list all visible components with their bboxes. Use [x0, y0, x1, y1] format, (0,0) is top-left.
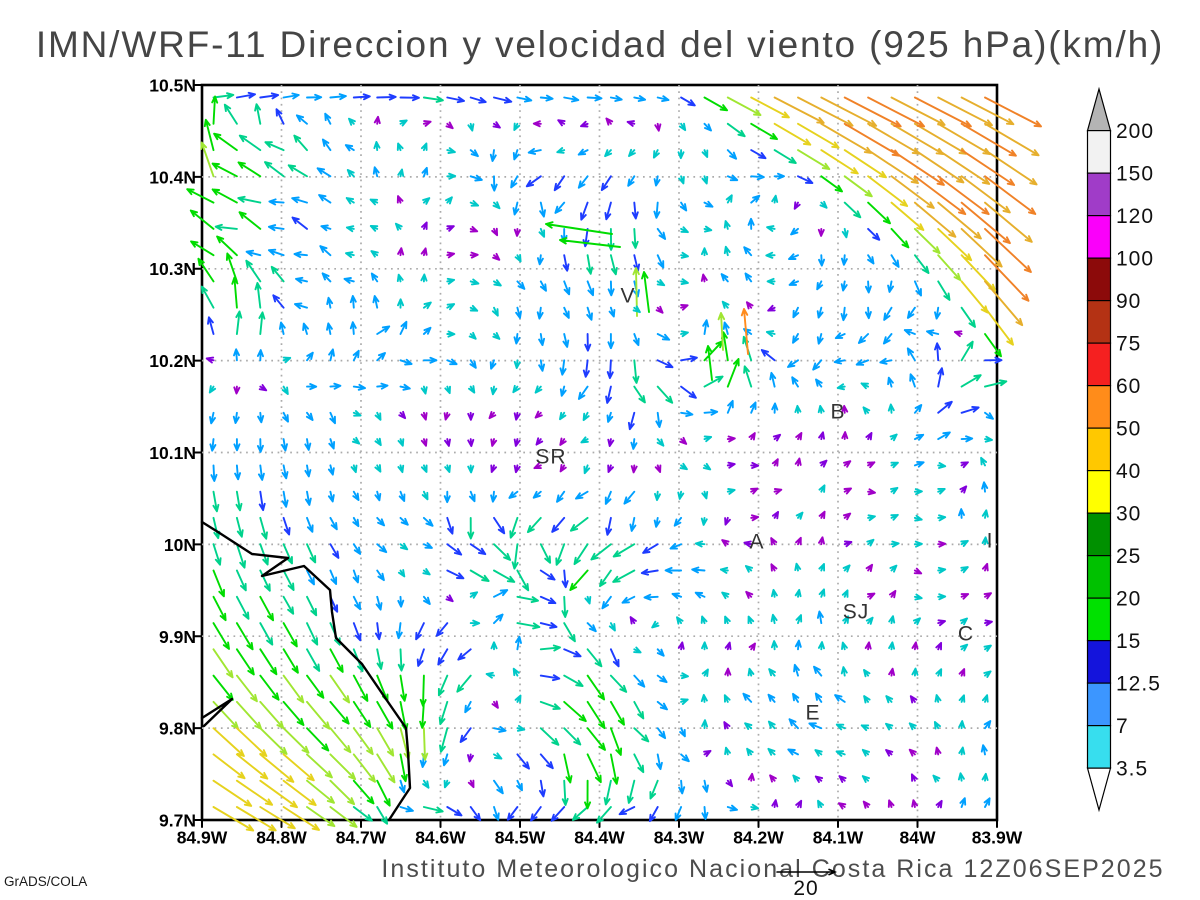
svg-text:9.8N: 9.8N	[159, 719, 196, 739]
svg-text:84.1W: 84.1W	[813, 828, 864, 848]
svg-text:3.5: 3.5	[1116, 758, 1148, 781]
svg-text:20: 20	[1116, 588, 1141, 611]
svg-text:15: 15	[1116, 630, 1141, 653]
svg-text:7: 7	[1116, 715, 1129, 738]
svg-text:Instituto Meteorologico Nacion: Instituto Meteorologico Nacional Costa R…	[381, 855, 1164, 883]
svg-text:C: C	[958, 623, 974, 646]
svg-text:9.7N: 9.7N	[159, 811, 196, 831]
svg-text:50: 50	[1116, 418, 1141, 441]
svg-text:150: 150	[1116, 163, 1154, 186]
svg-text:V: V	[620, 285, 635, 308]
svg-text:I: I	[987, 530, 994, 553]
svg-text:84.5W: 84.5W	[495, 828, 546, 848]
svg-text:10.5N: 10.5N	[149, 76, 196, 96]
svg-text:10.4N: 10.4N	[149, 167, 196, 187]
svg-text:12.5: 12.5	[1116, 673, 1161, 696]
svg-text:100: 100	[1116, 248, 1154, 271]
svg-text:83.9W: 83.9W	[972, 828, 1023, 848]
svg-text:84.6W: 84.6W	[415, 828, 466, 848]
svg-text:30: 30	[1116, 503, 1141, 526]
svg-text:SR: SR	[535, 446, 566, 469]
svg-text:SJ: SJ	[843, 601, 870, 624]
svg-text:10.3N: 10.3N	[149, 259, 196, 279]
svg-text:75: 75	[1116, 333, 1141, 356]
svg-text:9.9N: 9.9N	[159, 627, 196, 647]
svg-text:A: A	[749, 531, 764, 554]
svg-text:84.7W: 84.7W	[336, 828, 387, 848]
svg-text:84.9W: 84.9W	[177, 828, 228, 848]
svg-text:20: 20	[793, 877, 818, 900]
svg-text:84.4W: 84.4W	[574, 828, 625, 848]
svg-text:120: 120	[1116, 205, 1154, 228]
svg-text:IMN/WRF-11 Direccion y velocid: IMN/WRF-11 Direccion y velocidad del vie…	[36, 24, 1164, 65]
svg-text:200: 200	[1116, 120, 1154, 143]
svg-text:60: 60	[1116, 375, 1141, 398]
svg-text:B: B	[830, 401, 845, 424]
svg-text:84W: 84W	[900, 828, 936, 848]
svg-text:GrADS/COLA: GrADS/COLA	[4, 874, 87, 889]
svg-text:40: 40	[1116, 460, 1141, 483]
svg-text:E: E	[805, 702, 820, 725]
svg-text:10.2N: 10.2N	[149, 351, 196, 371]
svg-text:10.1N: 10.1N	[149, 443, 196, 463]
svg-text:84.2W: 84.2W	[733, 828, 784, 848]
svg-text:84.8W: 84.8W	[256, 828, 307, 848]
svg-text:25: 25	[1116, 545, 1141, 568]
svg-text:84.3W: 84.3W	[654, 828, 705, 848]
svg-text:10N: 10N	[164, 535, 196, 555]
svg-text:90: 90	[1116, 290, 1141, 313]
